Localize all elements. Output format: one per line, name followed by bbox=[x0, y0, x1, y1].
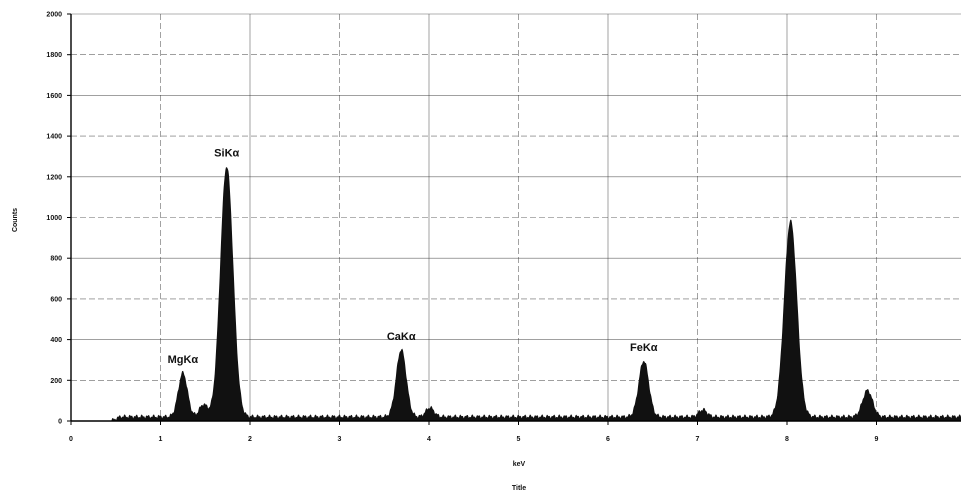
peak-label: CaKα bbox=[387, 331, 416, 343]
x-tick-label: 6 bbox=[606, 436, 610, 443]
peak-label: FeKα bbox=[630, 342, 658, 354]
x-tick-label: 5 bbox=[517, 436, 521, 443]
y-tick-label: 200 bbox=[50, 378, 62, 385]
y-tick-label: 1000 bbox=[46, 215, 62, 222]
y-tick-label: 2000 bbox=[46, 12, 62, 19]
spectrum-path bbox=[111, 167, 961, 422]
chart-caption: Title bbox=[512, 485, 526, 492]
tick-labels: 0 200 400 600 800 1000 1200 1400 1600 1800 2000 0 1 2… bbox=[46, 12, 878, 444]
x-tick-label: 7 bbox=[696, 436, 700, 443]
x-tick-label: 0 bbox=[69, 436, 73, 443]
y-axis-title: Counts bbox=[12, 208, 19, 232]
y-tick-label: 1800 bbox=[46, 52, 62, 59]
peak-label: MgKα bbox=[168, 354, 199, 366]
x-tick-label: 2 bbox=[248, 436, 252, 443]
x-tick-label: 9 bbox=[875, 436, 879, 443]
y-tick-label: 1600 bbox=[46, 93, 62, 100]
y-tick-label: 1400 bbox=[46, 134, 62, 141]
x-tick-label: 3 bbox=[338, 436, 342, 443]
peak-label: SiKα bbox=[214, 148, 239, 160]
axes bbox=[67, 13, 961, 425]
y-tick-label: 600 bbox=[50, 296, 62, 303]
y-tick-label: 1200 bbox=[46, 174, 62, 181]
x-tick-label: 8 bbox=[785, 436, 789, 443]
y-tick-label: 800 bbox=[50, 256, 62, 263]
x-tick-label: 4 bbox=[427, 436, 431, 443]
y-tick-label: 0 bbox=[58, 419, 62, 426]
spectrum-area bbox=[111, 167, 961, 422]
x-axis-title: keV bbox=[513, 461, 526, 468]
peak-labels: MgKα SiKα CaKα FeKα bbox=[168, 148, 658, 367]
x-tick-label: 1 bbox=[159, 436, 163, 443]
y-tick-label: 400 bbox=[50, 337, 62, 344]
